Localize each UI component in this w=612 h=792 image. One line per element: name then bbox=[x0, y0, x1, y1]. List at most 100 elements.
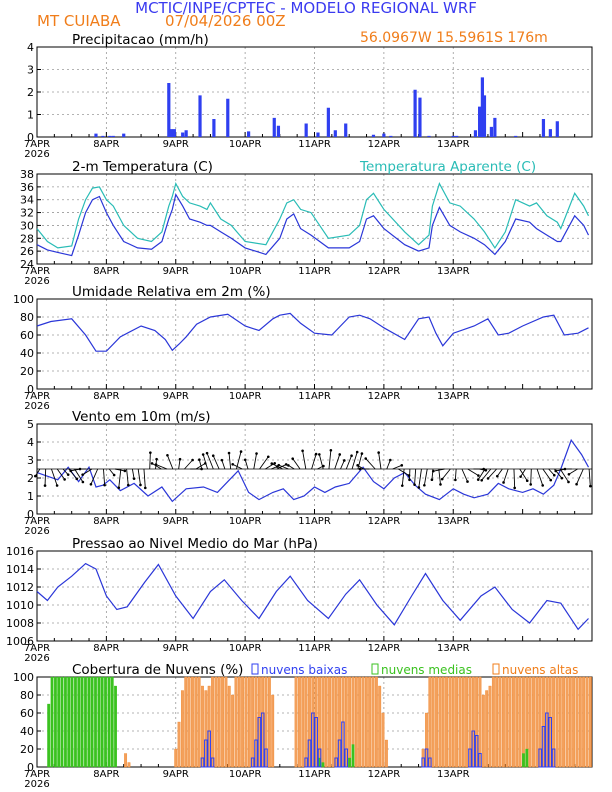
wind-arrow-head bbox=[423, 483, 426, 487]
y-tick-label: 0 bbox=[27, 131, 34, 144]
precip-bar bbox=[101, 135, 105, 137]
cloud-high-bar bbox=[488, 685, 492, 768]
precip-bar bbox=[489, 126, 494, 137]
wind-arrow bbox=[114, 468, 125, 472]
wind-arrow-head bbox=[81, 480, 85, 484]
cloud-high-bar bbox=[438, 676, 442, 768]
cloud-mid-bar bbox=[525, 748, 529, 768]
wind-arrow-head bbox=[78, 467, 82, 471]
cloud-high-bar bbox=[431, 676, 435, 768]
wind-arrow-head bbox=[117, 486, 121, 489]
cloud-high-bar bbox=[271, 694, 275, 768]
wind-arrow-head bbox=[155, 457, 158, 461]
wind-arrow bbox=[44, 468, 47, 486]
precip-bar bbox=[326, 107, 330, 137]
wind-arrow-head bbox=[166, 454, 169, 457]
y-tick-label: 1014 bbox=[6, 563, 34, 576]
wind-arrow-head bbox=[239, 450, 243, 453]
wind-arrow bbox=[378, 452, 382, 470]
cloud-high-bar bbox=[445, 676, 448, 768]
wind-arrow-head bbox=[34, 474, 37, 478]
precip-bar bbox=[169, 129, 174, 137]
wind-arrow bbox=[206, 452, 214, 470]
wind-arrow-head bbox=[400, 464, 404, 467]
cloud-high-bar bbox=[267, 676, 271, 768]
y-tick-label: 20 bbox=[20, 365, 34, 378]
cloud-high-bar bbox=[334, 676, 338, 768]
cloud-high-bar bbox=[304, 676, 308, 768]
wind-arrow bbox=[244, 459, 249, 470]
cloud-high-bar bbox=[231, 694, 235, 768]
cloud-low-bar bbox=[311, 712, 315, 768]
wind-arrow bbox=[34, 468, 41, 477]
cloud-mid-bar bbox=[84, 676, 87, 768]
precip-bar bbox=[272, 117, 276, 137]
cloud-mid-bar bbox=[60, 676, 64, 768]
wind-arrow-head bbox=[563, 467, 567, 471]
cloud-mid-bar bbox=[110, 676, 114, 768]
precip-bar bbox=[371, 134, 376, 137]
cloud-mid-bar bbox=[97, 676, 101, 768]
precip-bar bbox=[480, 77, 484, 137]
coords-label: 56.0967W 15.5961S 176m bbox=[360, 30, 548, 46]
y-tick-label: 0 bbox=[27, 383, 34, 396]
legend-mid-swatch bbox=[371, 663, 379, 675]
wind-arrow-head bbox=[364, 457, 368, 460]
y-tick-label: 3 bbox=[27, 64, 34, 77]
precip-bar bbox=[184, 130, 188, 137]
run-date-label: 07/04/2026 00Z bbox=[165, 12, 286, 30]
cloud-mid-bar bbox=[94, 676, 97, 768]
precip-bar bbox=[212, 119, 216, 137]
x-tick-label: 11APR bbox=[298, 769, 331, 780]
cloud-low-bar bbox=[304, 757, 308, 768]
cloud-low-bar bbox=[541, 726, 546, 768]
wind-arrow bbox=[530, 468, 532, 485]
cloud-mid-bar bbox=[522, 753, 525, 768]
cloud-mid-bar bbox=[67, 676, 71, 768]
wind-arrow-head bbox=[477, 474, 480, 477]
wind-arrow bbox=[202, 454, 208, 470]
cloud-high-bar bbox=[535, 676, 539, 768]
wind-arrow bbox=[151, 463, 162, 470]
wind-arrow-head bbox=[201, 453, 205, 456]
x-tick-label: 7APR bbox=[24, 516, 50, 527]
y-tick-label: 30 bbox=[20, 219, 34, 232]
wind-arrow-head bbox=[560, 476, 564, 480]
x-tick-label: 13APR bbox=[437, 391, 470, 402]
cloud-low-bar bbox=[421, 757, 425, 768]
cloud-high-bar bbox=[364, 676, 368, 768]
cloud-high-bar bbox=[578, 676, 582, 768]
y-tick-label: 5 bbox=[27, 418, 34, 431]
humidity-line bbox=[36, 312, 589, 352]
wind-arrow-head bbox=[502, 481, 505, 484]
wind-arrow bbox=[351, 451, 358, 470]
wind-arrow-head bbox=[243, 458, 247, 462]
cloud-high-bar bbox=[237, 676, 241, 768]
panel-0: 0 1 2 3 4 7APR 8APR 9APR 10APR 11APR 12APR 13APR 202… bbox=[24, 32, 593, 160]
legend-low-label: nuvens baixas bbox=[261, 663, 347, 677]
x-year-label: 2026 bbox=[24, 401, 49, 412]
precip-bar bbox=[108, 135, 112, 137]
wind-arrow-head bbox=[567, 480, 570, 484]
y-tick-label: 36 bbox=[20, 181, 34, 194]
cloud-high-bar bbox=[498, 676, 502, 768]
cloud-low-bar bbox=[471, 730, 476, 768]
x-tick-label: 9APR bbox=[163, 266, 189, 277]
cloud-high-bar bbox=[184, 676, 188, 768]
x-tick-label: 7APR bbox=[24, 391, 50, 402]
y-tick-label: 32 bbox=[20, 207, 34, 220]
cloud-high-bar bbox=[451, 676, 455, 768]
cloud-mid-bar bbox=[104, 676, 107, 768]
cloud-low-bar bbox=[474, 735, 479, 768]
wind-arrow bbox=[221, 459, 226, 470]
y-tick-label: 24 bbox=[20, 258, 34, 271]
wind-arrow bbox=[345, 455, 352, 470]
wind-arrow bbox=[318, 454, 324, 470]
apparent-temp-line bbox=[36, 181, 590, 250]
wind-arrow-head bbox=[439, 483, 442, 486]
wind-arrow-head bbox=[266, 455, 270, 459]
cloud-mid-bar bbox=[348, 757, 352, 768]
x-tick-label: 9APR bbox=[163, 516, 189, 527]
wind-arrow-head bbox=[575, 482, 578, 486]
